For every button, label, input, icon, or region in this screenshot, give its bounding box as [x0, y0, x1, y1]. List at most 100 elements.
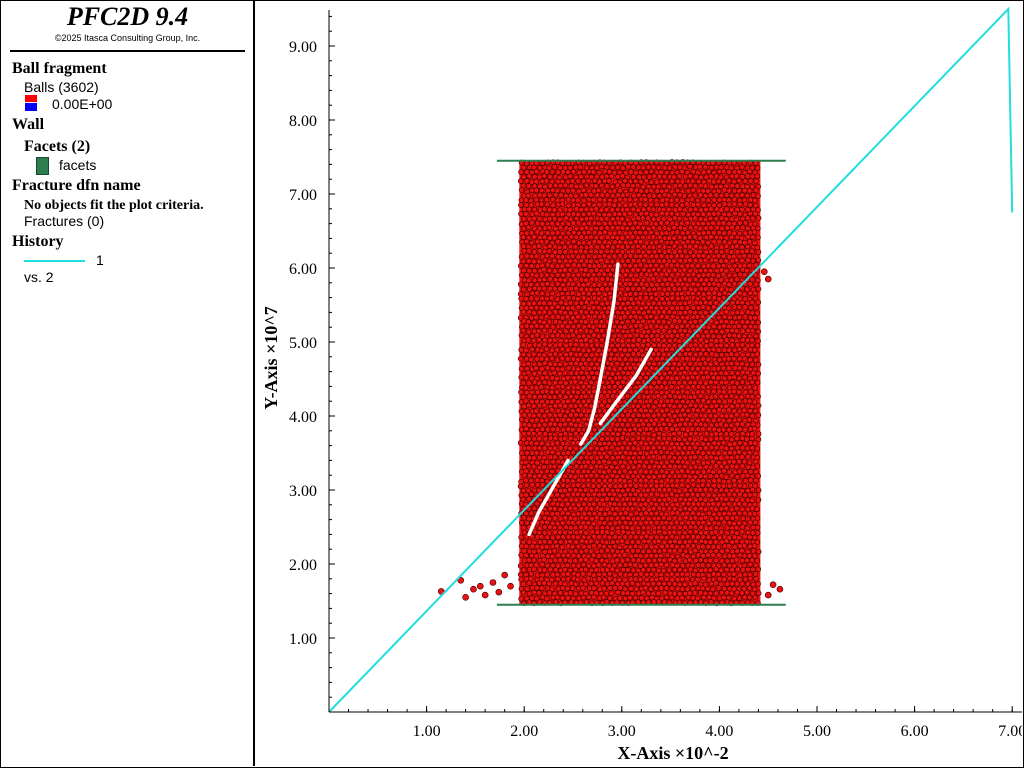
ball-particle [536, 337, 542, 343]
ball-particle [627, 450, 634, 456]
ball-particle [523, 543, 529, 550]
ball-particle [708, 431, 715, 438]
ball-particle [684, 365, 690, 371]
ball-particle [546, 380, 553, 386]
ball-particle [675, 458, 681, 465]
ball-particle [707, 436, 714, 443]
ball-particle [575, 417, 582, 423]
ball-particle [585, 272, 592, 278]
ball-particle [674, 571, 681, 578]
ball-particle [573, 285, 579, 292]
ball-particle [692, 183, 699, 189]
ball-particle [557, 557, 563, 563]
app-title: PFC2D 9.4 [66, 2, 189, 31]
ball-particle [640, 225, 647, 231]
ball-particle [656, 193, 663, 199]
ball-particle [559, 544, 566, 550]
ball-particle [588, 258, 594, 265]
ball-particle [576, 459, 582, 465]
ball-particle [721, 280, 728, 287]
ball-particle [695, 384, 702, 390]
plot-view[interactable]: 1.002.003.004.005.006.007.001.002.003.00… [257, 1, 1022, 766]
ball-particle [624, 556, 631, 563]
ball-particle [742, 178, 749, 184]
ball-particle [520, 589, 527, 596]
ball-particle [570, 449, 577, 456]
ball-particle [750, 548, 757, 554]
ball-particle [700, 239, 706, 245]
ball-particle [734, 267, 741, 273]
ball-particle [645, 487, 651, 494]
ball-particle [528, 356, 534, 363]
ball-particle [663, 346, 670, 353]
ball-particle [728, 422, 735, 429]
ball-particle [596, 239, 602, 245]
ball-particle [742, 313, 749, 320]
ball-particle [747, 356, 754, 363]
ball-particle [526, 206, 532, 213]
ball-particle [552, 285, 558, 292]
ball-particle [723, 216, 729, 222]
ball-particle [554, 230, 561, 236]
ball-particle [590, 324, 597, 330]
ball-particle [572, 276, 579, 282]
ball-particle [690, 543, 697, 549]
ball-particle [599, 431, 606, 437]
ball-particle [575, 178, 582, 185]
ball-particle [698, 524, 704, 530]
ball-particle [697, 267, 704, 274]
ball-particle [675, 295, 681, 302]
ball-particle [559, 201, 566, 208]
ball-particle [588, 403, 594, 409]
ball-particle [734, 248, 741, 255]
ball-particle [538, 384, 545, 390]
ball-particle [646, 464, 653, 470]
ball-particle [568, 525, 574, 531]
ball-particle [588, 328, 594, 335]
ball-particle [725, 501, 732, 507]
ball-particle [591, 533, 597, 540]
ball-particle [702, 183, 709, 190]
ball-particle [716, 477, 722, 484]
ball-particle [520, 309, 527, 315]
ball-particle [567, 173, 574, 180]
ball-particle [591, 542, 597, 549]
ball-particle [551, 370, 558, 376]
ball-particle [712, 529, 719, 535]
ball-particle [729, 224, 735, 231]
ball-particle [526, 472, 533, 479]
ball-particle [754, 173, 761, 180]
ball-particle [713, 515, 720, 522]
ball-particle [525, 337, 532, 343]
ball-particle [580, 239, 587, 246]
ball-particle [627, 365, 633, 371]
ball-particle [627, 332, 633, 339]
ball-particle [546, 206, 553, 213]
ball-particle [671, 258, 677, 264]
ball-particle [731, 491, 738, 498]
ball-particle [628, 313, 634, 320]
ball-particle [700, 304, 706, 310]
ball-particle [747, 281, 754, 287]
ball-particle [578, 173, 584, 180]
ball-particle [517, 355, 524, 362]
ball-particle [528, 263, 535, 269]
ball-particle [552, 515, 558, 521]
ball-particle [601, 374, 608, 380]
ball-particle [598, 216, 605, 222]
ball-particle [676, 430, 683, 437]
ball-particle [578, 258, 585, 264]
ball-particle [541, 276, 548, 283]
ball-particle [661, 173, 668, 180]
ball-particle [764, 275, 772, 283]
ball-particle [640, 524, 647, 531]
ball-particle [518, 211, 524, 217]
ball-particle [557, 341, 564, 348]
ball-particle [547, 435, 554, 441]
ball-particle [731, 304, 738, 310]
ball-particle [554, 594, 561, 601]
ball-particle [680, 534, 686, 540]
ball-particle [612, 347, 618, 353]
ball-particle [536, 412, 542, 418]
ball-particle [569, 305, 576, 311]
